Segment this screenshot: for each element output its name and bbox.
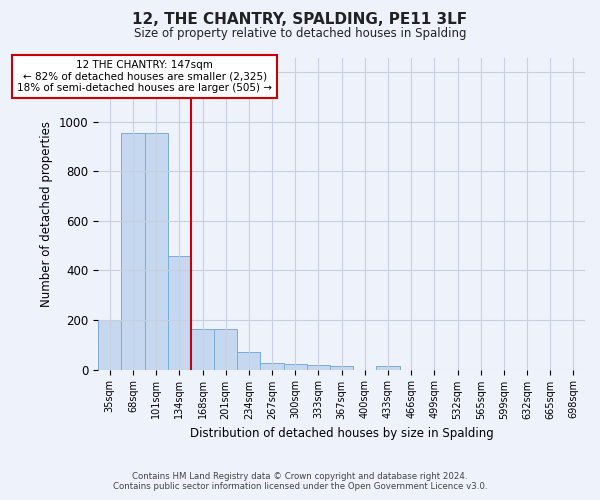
Bar <box>98 320 121 370</box>
Text: Size of property relative to detached houses in Spalding: Size of property relative to detached ho… <box>134 28 466 40</box>
Text: Contains HM Land Registry data © Crown copyright and database right 2024.
Contai: Contains HM Land Registry data © Crown c… <box>113 472 487 491</box>
Y-axis label: Number of detached properties: Number of detached properties <box>40 120 53 306</box>
Bar <box>145 133 168 370</box>
Bar <box>284 364 307 370</box>
Bar <box>191 328 214 370</box>
Bar <box>237 352 260 370</box>
Bar <box>376 366 400 370</box>
Bar <box>214 328 237 370</box>
Bar <box>168 256 191 370</box>
X-axis label: Distribution of detached houses by size in Spalding: Distribution of detached houses by size … <box>190 427 493 440</box>
Bar <box>260 363 284 370</box>
Bar <box>121 133 145 370</box>
Bar <box>307 364 330 370</box>
Text: 12 THE CHANTRY: 147sqm
← 82% of detached houses are smaller (2,325)
18% of semi-: 12 THE CHANTRY: 147sqm ← 82% of detached… <box>17 60 272 93</box>
Text: 12, THE CHANTRY, SPALDING, PE11 3LF: 12, THE CHANTRY, SPALDING, PE11 3LF <box>133 12 467 28</box>
Bar <box>330 366 353 370</box>
